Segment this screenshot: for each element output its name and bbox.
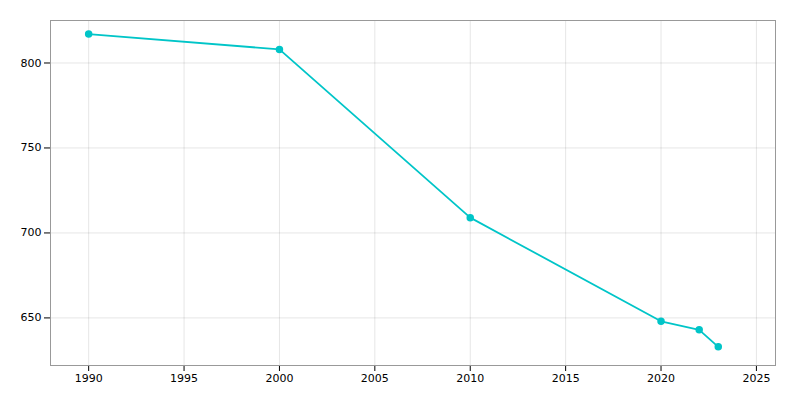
svg-text:750: 750 xyxy=(21,141,42,154)
svg-text:700: 700 xyxy=(21,226,42,239)
svg-text:2000: 2000 xyxy=(265,372,293,385)
svg-text:650: 650 xyxy=(21,311,42,324)
svg-text:2005: 2005 xyxy=(361,372,389,385)
svg-text:2025: 2025 xyxy=(742,372,770,385)
svg-text:1995: 1995 xyxy=(170,372,198,385)
svg-text:2015: 2015 xyxy=(552,372,580,385)
svg-text:1990: 1990 xyxy=(75,372,103,385)
svg-text:800: 800 xyxy=(21,57,42,70)
svg-text:2010: 2010 xyxy=(456,372,484,385)
svg-text:2020: 2020 xyxy=(647,372,675,385)
